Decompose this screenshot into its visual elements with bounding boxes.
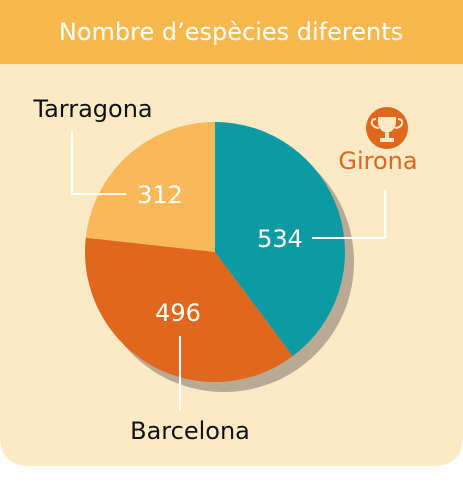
pie-slice [215,122,345,357]
chart-title: Nombre d’espècies diferents [59,18,403,46]
header [0,0,463,64]
pie-slice [85,122,216,252]
leader-line [312,190,386,239]
category-label: Barcelona [130,417,250,445]
value-label: 496 [155,299,201,327]
pie-slice [85,237,293,383]
leader-line [71,132,126,195]
category-label: Girona [338,147,417,175]
value-label: 534 [257,225,303,253]
trophy-icon [366,107,408,149]
category-label: Tarragona [32,95,152,123]
value-label: 312 [137,181,183,209]
